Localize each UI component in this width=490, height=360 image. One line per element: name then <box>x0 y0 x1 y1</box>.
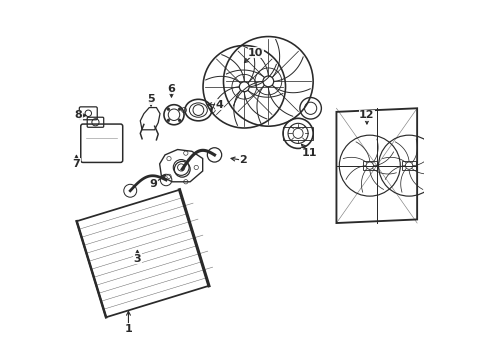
Text: 12: 12 <box>359 111 375 121</box>
Circle shape <box>167 119 170 122</box>
Bar <box>363 161 377 170</box>
Text: 5: 5 <box>147 94 155 104</box>
Text: 7: 7 <box>73 159 80 169</box>
Circle shape <box>178 119 181 122</box>
Text: 4: 4 <box>216 100 224 110</box>
Text: 6: 6 <box>168 84 175 94</box>
Circle shape <box>167 108 170 111</box>
Bar <box>283 127 313 140</box>
Text: 2: 2 <box>239 155 247 165</box>
Text: 9: 9 <box>149 179 157 189</box>
Text: 8: 8 <box>74 111 82 121</box>
Circle shape <box>178 108 181 111</box>
Bar <box>402 161 416 170</box>
Text: 3: 3 <box>134 254 141 264</box>
Text: 1: 1 <box>124 324 132 334</box>
Text: 11: 11 <box>302 148 318 158</box>
Text: 10: 10 <box>248 48 264 58</box>
